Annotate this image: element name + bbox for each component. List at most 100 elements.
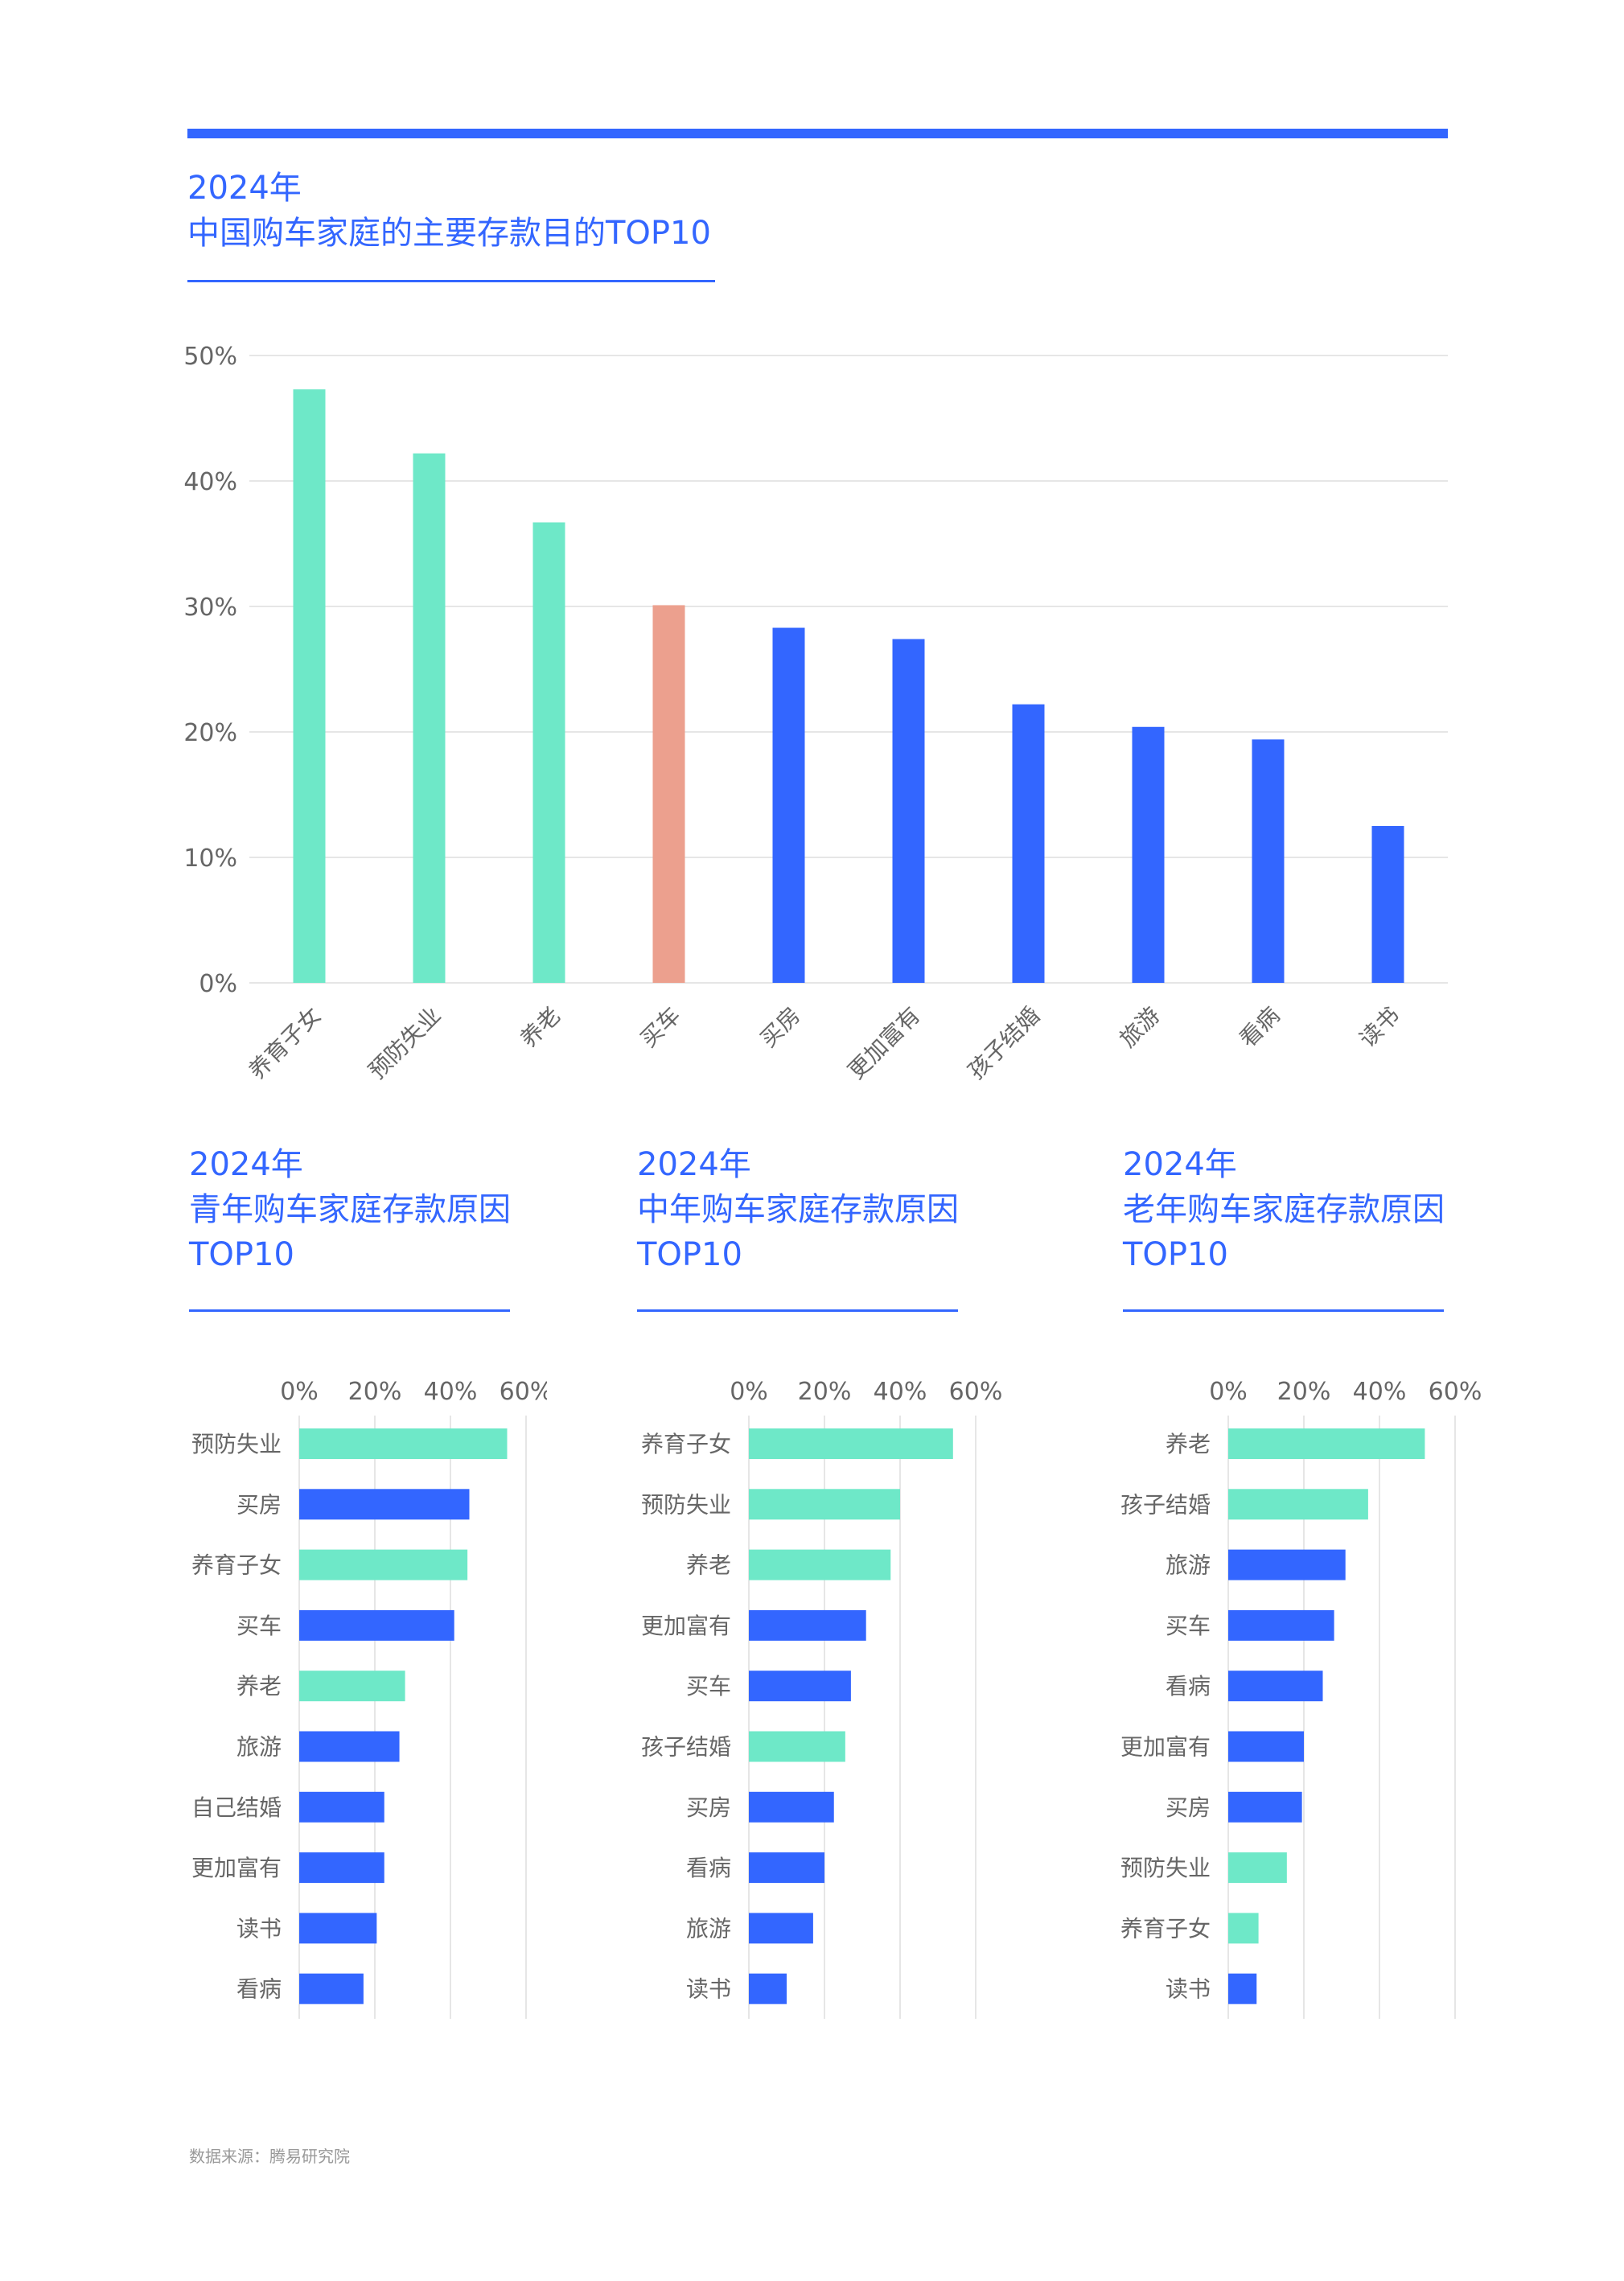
bar bbox=[1228, 1791, 1302, 1823]
panel-title-middle: 2024年 中年购车家庭存款原因 TOP10 bbox=[637, 1142, 1007, 1277]
y-tick-label: 更加富有 bbox=[641, 1613, 731, 1639]
y-tick-label: 养老 bbox=[686, 1552, 731, 1579]
bar bbox=[772, 627, 805, 983]
x-tick-label: 预防失业 bbox=[364, 1002, 446, 1085]
bar bbox=[749, 1791, 834, 1823]
bar bbox=[299, 1852, 384, 1884]
y-tick-label: 10% bbox=[183, 845, 237, 873]
bar bbox=[299, 1731, 400, 1762]
y-tick-label: 40% bbox=[183, 468, 237, 496]
bar bbox=[1228, 1428, 1425, 1459]
panel-title-line: TOP10 bbox=[1123, 1236, 1228, 1273]
y-tick-label: 20% bbox=[183, 719, 237, 747]
y-tick-label: 养育子女 bbox=[1120, 1915, 1211, 1942]
x-tick-label: 0% bbox=[730, 1378, 768, 1406]
panel-underline-senior bbox=[1123, 1309, 1444, 1312]
bar bbox=[299, 1791, 384, 1823]
panel-underline-middle bbox=[637, 1309, 958, 1312]
bar bbox=[749, 1489, 900, 1520]
panel-title-line: 青年购车家庭存款原因 bbox=[189, 1191, 511, 1228]
x-tick-label: 20% bbox=[798, 1378, 852, 1406]
panel-title-line: 2024年 bbox=[189, 1146, 303, 1183]
bar bbox=[1228, 1731, 1304, 1762]
x-tick-label: 0% bbox=[1209, 1378, 1248, 1406]
x-tick-label: 养老 bbox=[516, 1002, 566, 1053]
x-tick-label: 40% bbox=[1353, 1378, 1407, 1406]
y-tick-label: 预防失业 bbox=[191, 1431, 282, 1457]
panel-title-line: 2024年 bbox=[1123, 1146, 1237, 1183]
bar bbox=[1252, 739, 1285, 983]
panel-underline-youth bbox=[189, 1309, 510, 1312]
y-tick-label: 买车 bbox=[236, 1613, 282, 1639]
main-bar-chart: 0% 10% 20% 30% 40% 50% 养育子女 预防失业 养老 买车 买房 更加富有 孩子结婚 旅… bbox=[183, 343, 1448, 1085]
bar bbox=[1228, 1549, 1346, 1580]
bar bbox=[532, 522, 565, 983]
bar bbox=[749, 1913, 813, 1944]
y-tick-label: 养育子女 bbox=[191, 1552, 282, 1579]
x-tick-label: 20% bbox=[348, 1378, 402, 1406]
y-tick-label: 看病 bbox=[1166, 1673, 1211, 1699]
bar bbox=[749, 1609, 866, 1641]
y-tick-label: 买车 bbox=[686, 1673, 731, 1699]
x-tick-label: 60% bbox=[500, 1378, 547, 1406]
y-tick-label: 养老 bbox=[1166, 1431, 1211, 1457]
panel-title-senior: 2024年 老年购车家庭存款原因 TOP10 bbox=[1123, 1142, 1493, 1277]
main-chart-title: 2024年 中国购车家庭的主要存款目的TOP10 bbox=[187, 166, 992, 256]
panel-title-line: 老年购车家庭存款原因 bbox=[1123, 1191, 1445, 1228]
y-tick-label: 孩子结婚 bbox=[641, 1734, 731, 1761]
y-tick-label: 买房 bbox=[686, 1794, 731, 1821]
y-tick-label: 自己结婚 bbox=[191, 1794, 282, 1821]
bar bbox=[749, 1671, 851, 1702]
bar bbox=[1228, 1609, 1334, 1641]
y-tick-label: 读书 bbox=[686, 1976, 731, 2003]
bar bbox=[749, 1731, 845, 1762]
bar bbox=[1228, 1913, 1259, 1944]
x-tick-label: 看病 bbox=[1235, 1002, 1285, 1053]
x-tick-label: 旅游 bbox=[1115, 1002, 1166, 1053]
bar bbox=[293, 389, 326, 983]
y-tick-label: 读书 bbox=[236, 1915, 282, 1942]
y-tick-label: 读书 bbox=[1166, 1976, 1211, 2003]
y-tick-label: 买车 bbox=[1166, 1613, 1211, 1639]
y-tick-label: 50% bbox=[183, 343, 237, 371]
bar bbox=[1228, 1489, 1368, 1520]
bar bbox=[749, 1428, 953, 1459]
y-tick-label: 更加富有 bbox=[1120, 1734, 1211, 1761]
bar bbox=[892, 639, 925, 983]
x-tick-label: 买房 bbox=[755, 1002, 806, 1053]
x-tick-label: 买车 bbox=[635, 1002, 686, 1053]
bar bbox=[1012, 704, 1045, 983]
bar bbox=[299, 1973, 364, 2004]
bar bbox=[1132, 726, 1165, 983]
x-tick-label: 0% bbox=[280, 1378, 319, 1406]
panel-title-line: TOP10 bbox=[189, 1236, 294, 1273]
bar bbox=[1228, 1973, 1257, 2004]
bar bbox=[1371, 826, 1404, 983]
panel-title-line: 2024年 bbox=[637, 1146, 751, 1183]
x-tick-label: 20% bbox=[1277, 1378, 1331, 1406]
bar bbox=[299, 1428, 508, 1459]
x-tick-label: 60% bbox=[949, 1378, 1003, 1406]
x-tick-label: 40% bbox=[424, 1378, 478, 1406]
panel-title-line: TOP10 bbox=[637, 1236, 742, 1273]
bar bbox=[1228, 1852, 1287, 1884]
y-tick-label: 更加富有 bbox=[191, 1855, 282, 1881]
y-tick-label: 看病 bbox=[686, 1855, 731, 1881]
main-title-line1: 2024年 bbox=[187, 170, 302, 207]
y-tick-label: 养育子女 bbox=[641, 1431, 731, 1457]
y-tick-label: 买房 bbox=[1166, 1794, 1211, 1821]
bar bbox=[749, 1549, 891, 1580]
y-tick-label: 30% bbox=[183, 594, 237, 622]
y-tick-label: 旅游 bbox=[686, 1915, 731, 1942]
bar bbox=[413, 453, 446, 983]
y-tick-label: 0% bbox=[199, 970, 237, 998]
y-tick-label: 孩子结婚 bbox=[1120, 1491, 1211, 1518]
bar bbox=[299, 1549, 468, 1580]
top-accent-bar bbox=[187, 129, 1448, 138]
bar bbox=[299, 1671, 405, 1702]
y-tick-label: 养老 bbox=[236, 1673, 282, 1699]
x-tick-label: 孩子结婚 bbox=[963, 1002, 1046, 1085]
